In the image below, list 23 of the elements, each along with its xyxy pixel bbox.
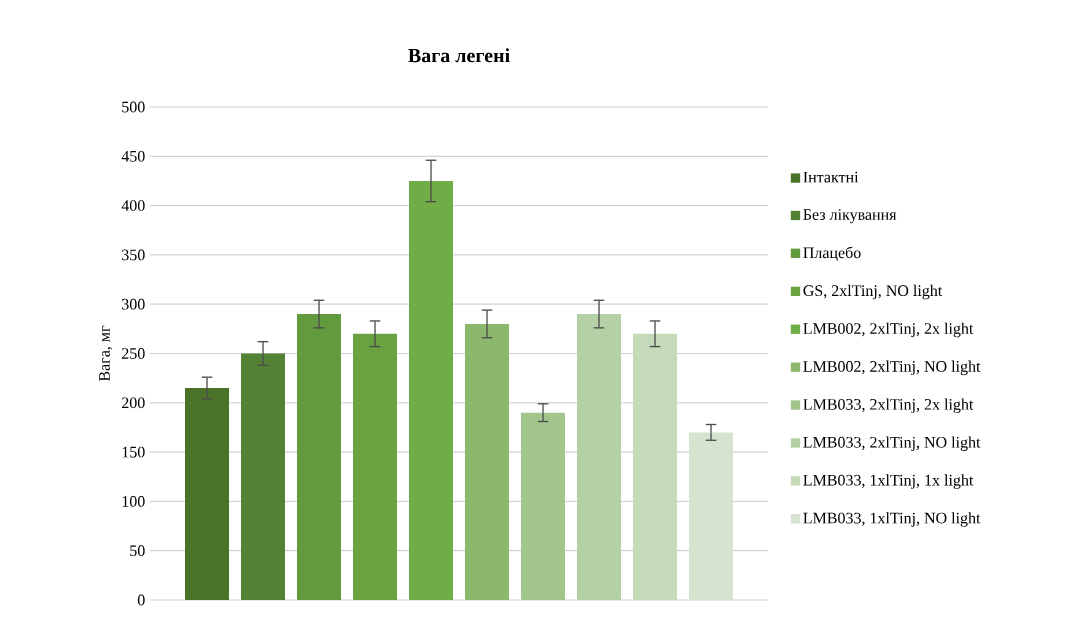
legend-label: LMB033, 2xlTinj, NO light [803, 436, 981, 451]
legend-label: Плацебо [803, 246, 861, 262]
y-axis-title: Вага, мг [99, 325, 113, 382]
y-tick-label: 450 [121, 150, 145, 162]
chart-title: Вага легені [408, 48, 510, 63]
legend-label: Без лікування [803, 209, 897, 224]
y-tick-label: 350 [122, 249, 145, 261]
legend-label: LMB033, 1xlTinj, NO light [803, 512, 981, 527]
y-tick-label: 100 [122, 496, 145, 507]
y-tick-label: 300 [122, 298, 145, 310]
legend-label: LMB002, 2xlTinj, 2x light [803, 322, 974, 338]
y-tick-label: 250 [122, 348, 145, 359]
legend-label: GS, 2xlTinj, NO light [803, 284, 943, 300]
y-tick-label: 400 [121, 200, 145, 211]
legend-label: LMB033, 2xlTinj, 2x light [803, 398, 974, 414]
legend-label: Інтактні [803, 171, 859, 183]
y-tick-label: 500 [122, 101, 145, 113]
y-tick-label: 50 [130, 545, 145, 557]
y-tick-label: 200 [122, 397, 145, 409]
legend-label: LMB002, 2xlTinj, NO light [803, 360, 981, 376]
y-tick-label: 0 [137, 594, 145, 606]
legend-label: LMB033, 1xlTinj, 1x light [803, 474, 974, 489]
y-tick-label: 150 [122, 446, 145, 458]
